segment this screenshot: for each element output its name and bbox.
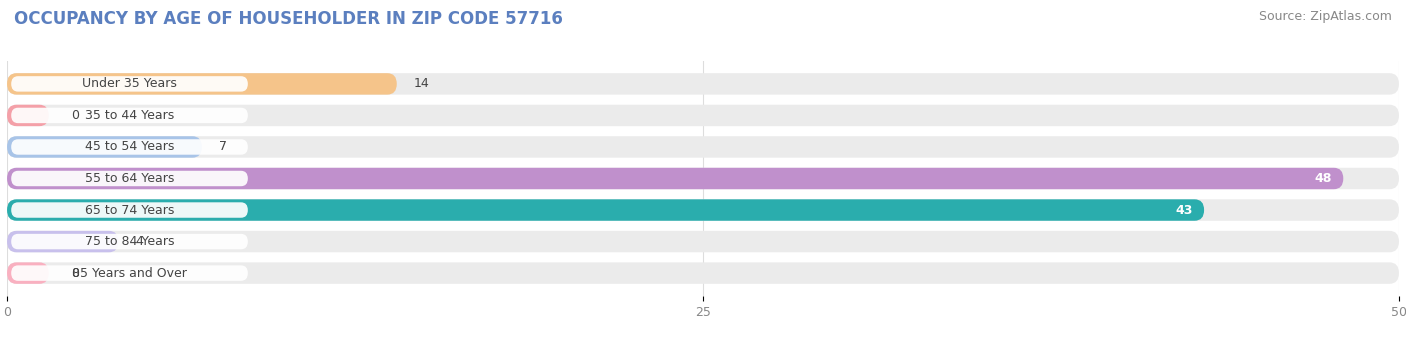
Text: 85 Years and Over: 85 Years and Over (72, 267, 187, 279)
FancyBboxPatch shape (7, 105, 1399, 126)
Text: 43: 43 (1175, 204, 1192, 217)
FancyBboxPatch shape (11, 139, 247, 155)
FancyBboxPatch shape (7, 136, 202, 158)
FancyBboxPatch shape (11, 266, 247, 281)
FancyBboxPatch shape (11, 202, 247, 218)
FancyBboxPatch shape (7, 199, 1399, 221)
FancyBboxPatch shape (7, 73, 1399, 95)
Text: 55 to 64 Years: 55 to 64 Years (84, 172, 174, 185)
Text: 0: 0 (72, 267, 79, 279)
FancyBboxPatch shape (11, 234, 247, 249)
FancyBboxPatch shape (7, 231, 118, 252)
Text: 4: 4 (135, 235, 143, 248)
FancyBboxPatch shape (7, 73, 396, 95)
Text: Source: ZipAtlas.com: Source: ZipAtlas.com (1258, 10, 1392, 23)
Text: 75 to 84 Years: 75 to 84 Years (84, 235, 174, 248)
Text: OCCUPANCY BY AGE OF HOUSEHOLDER IN ZIP CODE 57716: OCCUPANCY BY AGE OF HOUSEHOLDER IN ZIP C… (14, 10, 562, 28)
FancyBboxPatch shape (7, 262, 1399, 284)
Text: 0: 0 (72, 109, 79, 122)
FancyBboxPatch shape (7, 105, 49, 126)
Text: 35 to 44 Years: 35 to 44 Years (84, 109, 174, 122)
FancyBboxPatch shape (11, 171, 247, 186)
FancyBboxPatch shape (7, 231, 1399, 252)
FancyBboxPatch shape (11, 76, 247, 91)
Text: 65 to 74 Years: 65 to 74 Years (84, 204, 174, 217)
FancyBboxPatch shape (11, 108, 247, 123)
Text: 48: 48 (1315, 172, 1331, 185)
FancyBboxPatch shape (7, 168, 1343, 189)
Text: 7: 7 (218, 140, 226, 153)
Text: Under 35 Years: Under 35 Years (82, 78, 177, 90)
FancyBboxPatch shape (7, 136, 1399, 158)
FancyBboxPatch shape (7, 262, 49, 284)
FancyBboxPatch shape (7, 168, 1399, 189)
FancyBboxPatch shape (7, 199, 1204, 221)
Text: 45 to 54 Years: 45 to 54 Years (84, 140, 174, 153)
Text: 14: 14 (413, 78, 429, 90)
